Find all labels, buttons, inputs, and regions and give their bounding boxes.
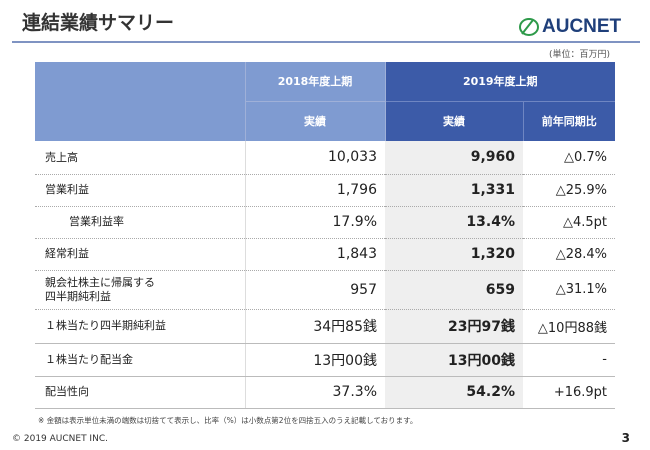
header-2019: 2019年度上期 xyxy=(384,62,615,101)
value-2019: 13円00銭 xyxy=(385,343,523,377)
table-row: 経常利益 1,843 1,320 △28.4% xyxy=(35,238,615,271)
row-label: １株当たり配当金 xyxy=(35,343,245,377)
value-2019: 54.2% xyxy=(385,376,523,409)
page-title: 連結業績サマリー xyxy=(22,12,175,34)
unit-label: (単位：百万円) xyxy=(548,50,610,60)
yoy-change: △31.1% xyxy=(523,270,615,310)
aucnet-logo-icon xyxy=(519,18,539,36)
row-label: 営業利益率 xyxy=(35,206,245,239)
value-2018: 1,843 xyxy=(244,238,385,271)
row-label: 経常利益 xyxy=(35,238,245,271)
blank-header xyxy=(35,62,245,141)
header-2018: 2018年度上期 xyxy=(244,62,385,101)
value-2018: 34円85銭 xyxy=(244,309,385,344)
value-2019: 23円97銭 xyxy=(385,309,523,344)
table-row: 親会社株主に帰属する 四半期純利益 957 659 △31.1% xyxy=(35,270,615,310)
subheader-yoy: 前年同期比 xyxy=(522,100,615,141)
table-row: 配当性向 37.3% 54.2% +16.9pt xyxy=(35,376,615,409)
title-divider xyxy=(12,41,640,43)
table-row: １株当たり配当金 13円00銭 13円00銭 - xyxy=(35,343,615,377)
yoy-change: △10円88銭 xyxy=(523,309,615,344)
row-label: 親会社株主に帰属する 四半期純利益 xyxy=(35,270,245,310)
subheader-2018-actual: 実績 xyxy=(244,100,385,141)
yoy-change: △25.9% xyxy=(523,174,615,207)
table-row: 営業利益率 17.9% 13.4% △4.5pt xyxy=(35,206,615,239)
row-label: 配当性向 xyxy=(35,376,245,409)
value-2018: 1,796 xyxy=(244,174,385,207)
table-row: 営業利益 1,796 1,331 △25.9% xyxy=(35,174,615,207)
yoy-change: △28.4% xyxy=(523,238,615,271)
logo-text: AUCNET xyxy=(542,16,622,37)
aucnet-logo: AUCNET xyxy=(518,16,621,38)
table-row: １株当たり四半期純利益 34円85銭 23円97銭 △10円88銭 xyxy=(35,309,615,344)
row-label: 売上高 xyxy=(35,141,245,175)
value-2018: 13円00銭 xyxy=(244,343,385,377)
value-2019: 13.4% xyxy=(385,206,523,239)
value-2019: 9,960 xyxy=(385,141,523,175)
row-label: １株当たり四半期純利益 xyxy=(35,309,245,344)
value-2018: 37.3% xyxy=(244,376,385,409)
yoy-change: △4.5pt xyxy=(523,206,615,239)
value-2018: 957 xyxy=(244,270,385,310)
yoy-change: △0.7% xyxy=(523,141,615,175)
value-2018: 17.9% xyxy=(244,206,385,239)
yoy-change: +16.9pt xyxy=(523,376,615,409)
row-label: 営業利益 xyxy=(35,174,245,207)
subheader-2019-actual: 実績 xyxy=(384,100,523,141)
footnote: ※ 金額は表示単位未満の端数は切捨てて表示し、比率（%）は小数点第2位を四捨五入… xyxy=(38,416,418,425)
value-2018: 10,033 xyxy=(244,141,385,175)
table-row: 売上高 10,033 9,960 △0.7% xyxy=(35,141,615,175)
value-2019: 659 xyxy=(385,270,523,310)
value-2019: 1,320 xyxy=(385,238,523,271)
copyright: © 2019 AUCNET INC. xyxy=(12,434,108,444)
page-number: 3 xyxy=(621,431,630,445)
yoy-change: - xyxy=(523,343,615,377)
results-table: 2018年度上期 2019年度上期 実績 実績 前年同期比 売上高 10,033 9… xyxy=(35,62,615,409)
value-2019: 1,331 xyxy=(385,174,523,207)
